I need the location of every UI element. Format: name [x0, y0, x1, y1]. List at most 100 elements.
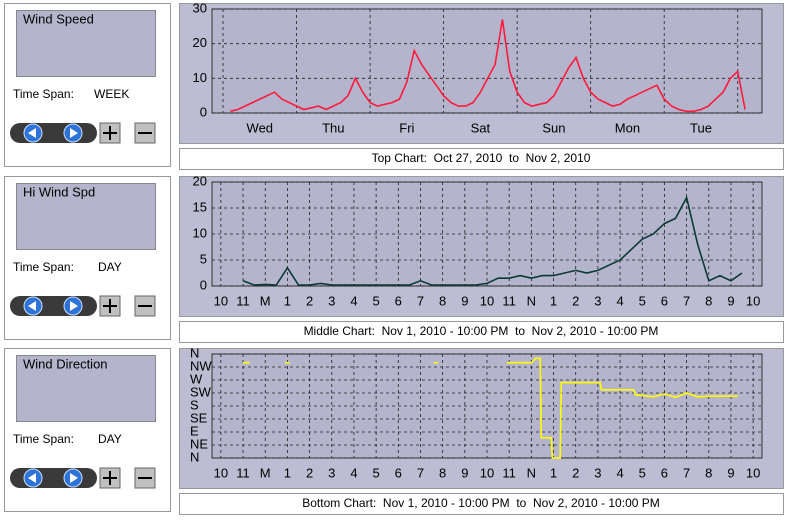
x-tick-label: 3 [594, 293, 601, 308]
x-tick-label: 5 [639, 465, 646, 480]
x-tick-label: N [527, 465, 536, 480]
x-tick-label: 2 [306, 293, 313, 308]
nav-pill [10, 123, 97, 143]
line [507, 357, 738, 459]
x-tick-label: 9 [461, 293, 468, 308]
x-tick-label: 5 [372, 293, 379, 308]
y-tick-label: 5 [200, 251, 207, 266]
x-tick-label: Wed [247, 120, 274, 135]
time-span-label: Time Span: [13, 260, 74, 274]
y-tick-label: 20 [193, 173, 207, 188]
x-tick-label: Mon [615, 120, 640, 135]
sensor-label-box [16, 183, 156, 250]
x-tick-label: 10 [746, 465, 760, 480]
x-tick-label: 9 [727, 465, 734, 480]
plot-area [211, 181, 763, 287]
x-tick-label: 4 [616, 465, 623, 480]
y-tick-label: E [190, 423, 199, 438]
x-tick-label: 6 [661, 293, 668, 308]
time-span-value: DAY [98, 260, 122, 274]
x-tick-label: 9 [461, 465, 468, 480]
x-tick-label: 11 [236, 465, 250, 480]
x-tick-label: 11 [502, 465, 516, 480]
time-span-label: Time Span: [13, 87, 74, 101]
x-tick-label: 6 [395, 465, 402, 480]
x-tick-label: 4 [350, 465, 357, 480]
prev-icon [28, 128, 36, 138]
x-tick-label: 1 [550, 293, 557, 308]
line [230, 19, 746, 113]
y-tick-label: S [190, 397, 199, 412]
y-tick-label: 10 [193, 225, 207, 240]
x-tick-label: N [527, 293, 536, 308]
x-tick-label: Sat [471, 120, 491, 135]
x-tick-label: 3 [328, 465, 335, 480]
y-tick-label: N [190, 345, 199, 360]
time-span-label: Time Span: [13, 432, 74, 446]
x-tick-label: 7 [417, 293, 424, 308]
y-tick-label: 15 [193, 199, 207, 214]
x-tick-label: M [260, 293, 271, 308]
x-tick-label: 3 [328, 293, 335, 308]
x-tick-label: 1 [550, 465, 557, 480]
y-tick-label: N [190, 449, 199, 464]
x-tick-label: 6 [395, 293, 402, 308]
prev-icon [28, 301, 36, 311]
time-span-value: WEEK [94, 87, 129, 101]
x-tick-label: 1 [284, 293, 291, 308]
x-tick-label: 7 [417, 465, 424, 480]
y-tick-label: 20 [193, 35, 207, 50]
y-tick-label: 10 [193, 70, 207, 85]
chart-caption: Bottom Chart: Nov 1, 2010 - 10:00 PM to … [302, 496, 660, 510]
y-tick-label: SE [190, 410, 208, 425]
x-tick-label: 2 [572, 293, 579, 308]
x-tick-label: 6 [661, 465, 668, 480]
x-tick-label: 3 [594, 465, 601, 480]
x-tick-label: Tue [690, 120, 712, 135]
y-tick-label: 30 [193, 0, 207, 15]
x-tick-label: M [260, 465, 271, 480]
sensor-label-box [16, 355, 156, 422]
x-tick-label: 8 [705, 293, 712, 308]
x-tick-label: 7 [683, 293, 690, 308]
plot-area [211, 353, 763, 459]
x-tick-label: 10 [214, 465, 228, 480]
x-tick-label: 4 [350, 293, 357, 308]
prev-icon [28, 473, 36, 483]
y-tick-label: W [190, 371, 203, 386]
x-tick-label: 5 [372, 465, 379, 480]
x-tick-label: Sun [542, 120, 565, 135]
x-tick-label: 1 [284, 465, 291, 480]
x-tick-label: 10 [746, 293, 760, 308]
x-tick-label: 4 [616, 293, 623, 308]
x-tick-label: 8 [439, 465, 446, 480]
x-tick-label: 10 [214, 293, 228, 308]
chart-caption: Top Chart: Oct 27, 2010 to Nov 2, 2010 [372, 151, 591, 165]
next-icon [70, 128, 78, 138]
line [242, 195, 743, 286]
y-tick-label: 0 [200, 277, 207, 292]
nav-pill [10, 296, 97, 316]
time-span-value: DAY [98, 432, 122, 446]
y-tick-label: NE [190, 436, 208, 451]
y-tick-label: SW [190, 384, 212, 399]
chart-caption: Middle Chart: Nov 1, 2010 - 10:00 PM to … [304, 324, 659, 338]
x-tick-label: 9 [727, 293, 734, 308]
caption-box [179, 493, 784, 515]
x-tick-label: 2 [572, 465, 579, 480]
nav-pill [10, 468, 97, 488]
x-tick-label: Fri [399, 120, 414, 135]
x-tick-label: 10 [480, 293, 494, 308]
x-tick-label: 10 [480, 465, 494, 480]
x-tick-label: 7 [683, 465, 690, 480]
caption-box [179, 148, 784, 170]
y-tick-label: 0 [200, 104, 207, 119]
x-tick-label: 2 [306, 465, 313, 480]
x-tick-label: 8 [439, 293, 446, 308]
sensor-label-box [16, 10, 156, 77]
x-tick-label: Thu [322, 120, 344, 135]
x-tick-label: 8 [705, 465, 712, 480]
x-tick-label: 11 [502, 293, 516, 308]
sensor-label: Wind Direction [23, 356, 108, 371]
